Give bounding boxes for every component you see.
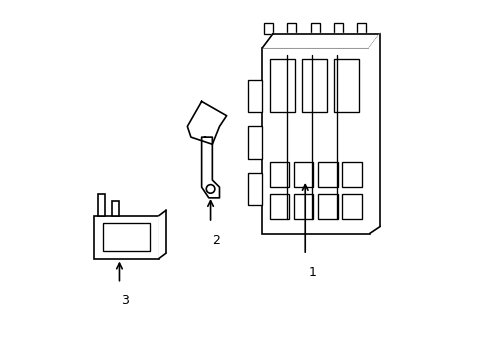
Bar xyxy=(98,194,105,216)
Bar xyxy=(333,59,358,112)
Bar xyxy=(301,59,326,112)
Bar xyxy=(293,162,313,187)
Bar xyxy=(247,173,262,205)
Bar xyxy=(262,48,369,234)
Bar xyxy=(269,162,288,187)
Bar xyxy=(103,223,149,251)
Text: 3: 3 xyxy=(121,294,128,307)
Bar xyxy=(247,126,262,158)
Bar xyxy=(94,216,159,258)
Bar xyxy=(293,194,313,219)
Text: 2: 2 xyxy=(212,234,220,247)
Bar xyxy=(247,80,262,112)
Bar xyxy=(317,194,337,219)
Bar xyxy=(342,194,361,219)
Bar xyxy=(317,162,337,187)
Bar xyxy=(269,59,294,112)
Bar xyxy=(269,194,288,219)
Polygon shape xyxy=(262,33,380,48)
Polygon shape xyxy=(369,33,380,234)
Bar xyxy=(342,162,361,187)
Circle shape xyxy=(206,185,214,193)
Bar xyxy=(287,23,296,33)
Bar xyxy=(356,23,365,33)
Text: 1: 1 xyxy=(308,266,316,279)
Bar xyxy=(264,23,272,33)
Polygon shape xyxy=(159,210,165,258)
Bar xyxy=(333,23,342,33)
Bar xyxy=(310,23,319,33)
Bar xyxy=(112,202,119,216)
